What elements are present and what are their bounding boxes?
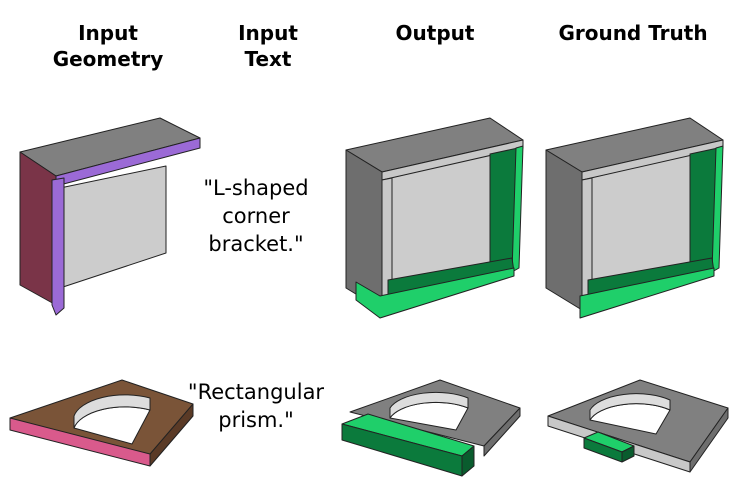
input-geometry-plate [9,379,194,467]
output-box [345,117,524,319]
output-plate [341,379,521,477]
caption-row-1: "L-shaped corner bracket." [203,176,309,256]
ground-truth-box [545,117,724,319]
ground-truth-plate [547,379,729,473]
header-input-text: Input Text [238,21,298,71]
header-output: Output [395,21,475,45]
input-geometry-bracket [19,117,201,316]
header-ground-truth: Ground Truth [558,21,708,45]
header-input-geometry: Input Geometry [52,21,164,71]
caption-row-2: "Rectangular prism." [187,380,325,432]
